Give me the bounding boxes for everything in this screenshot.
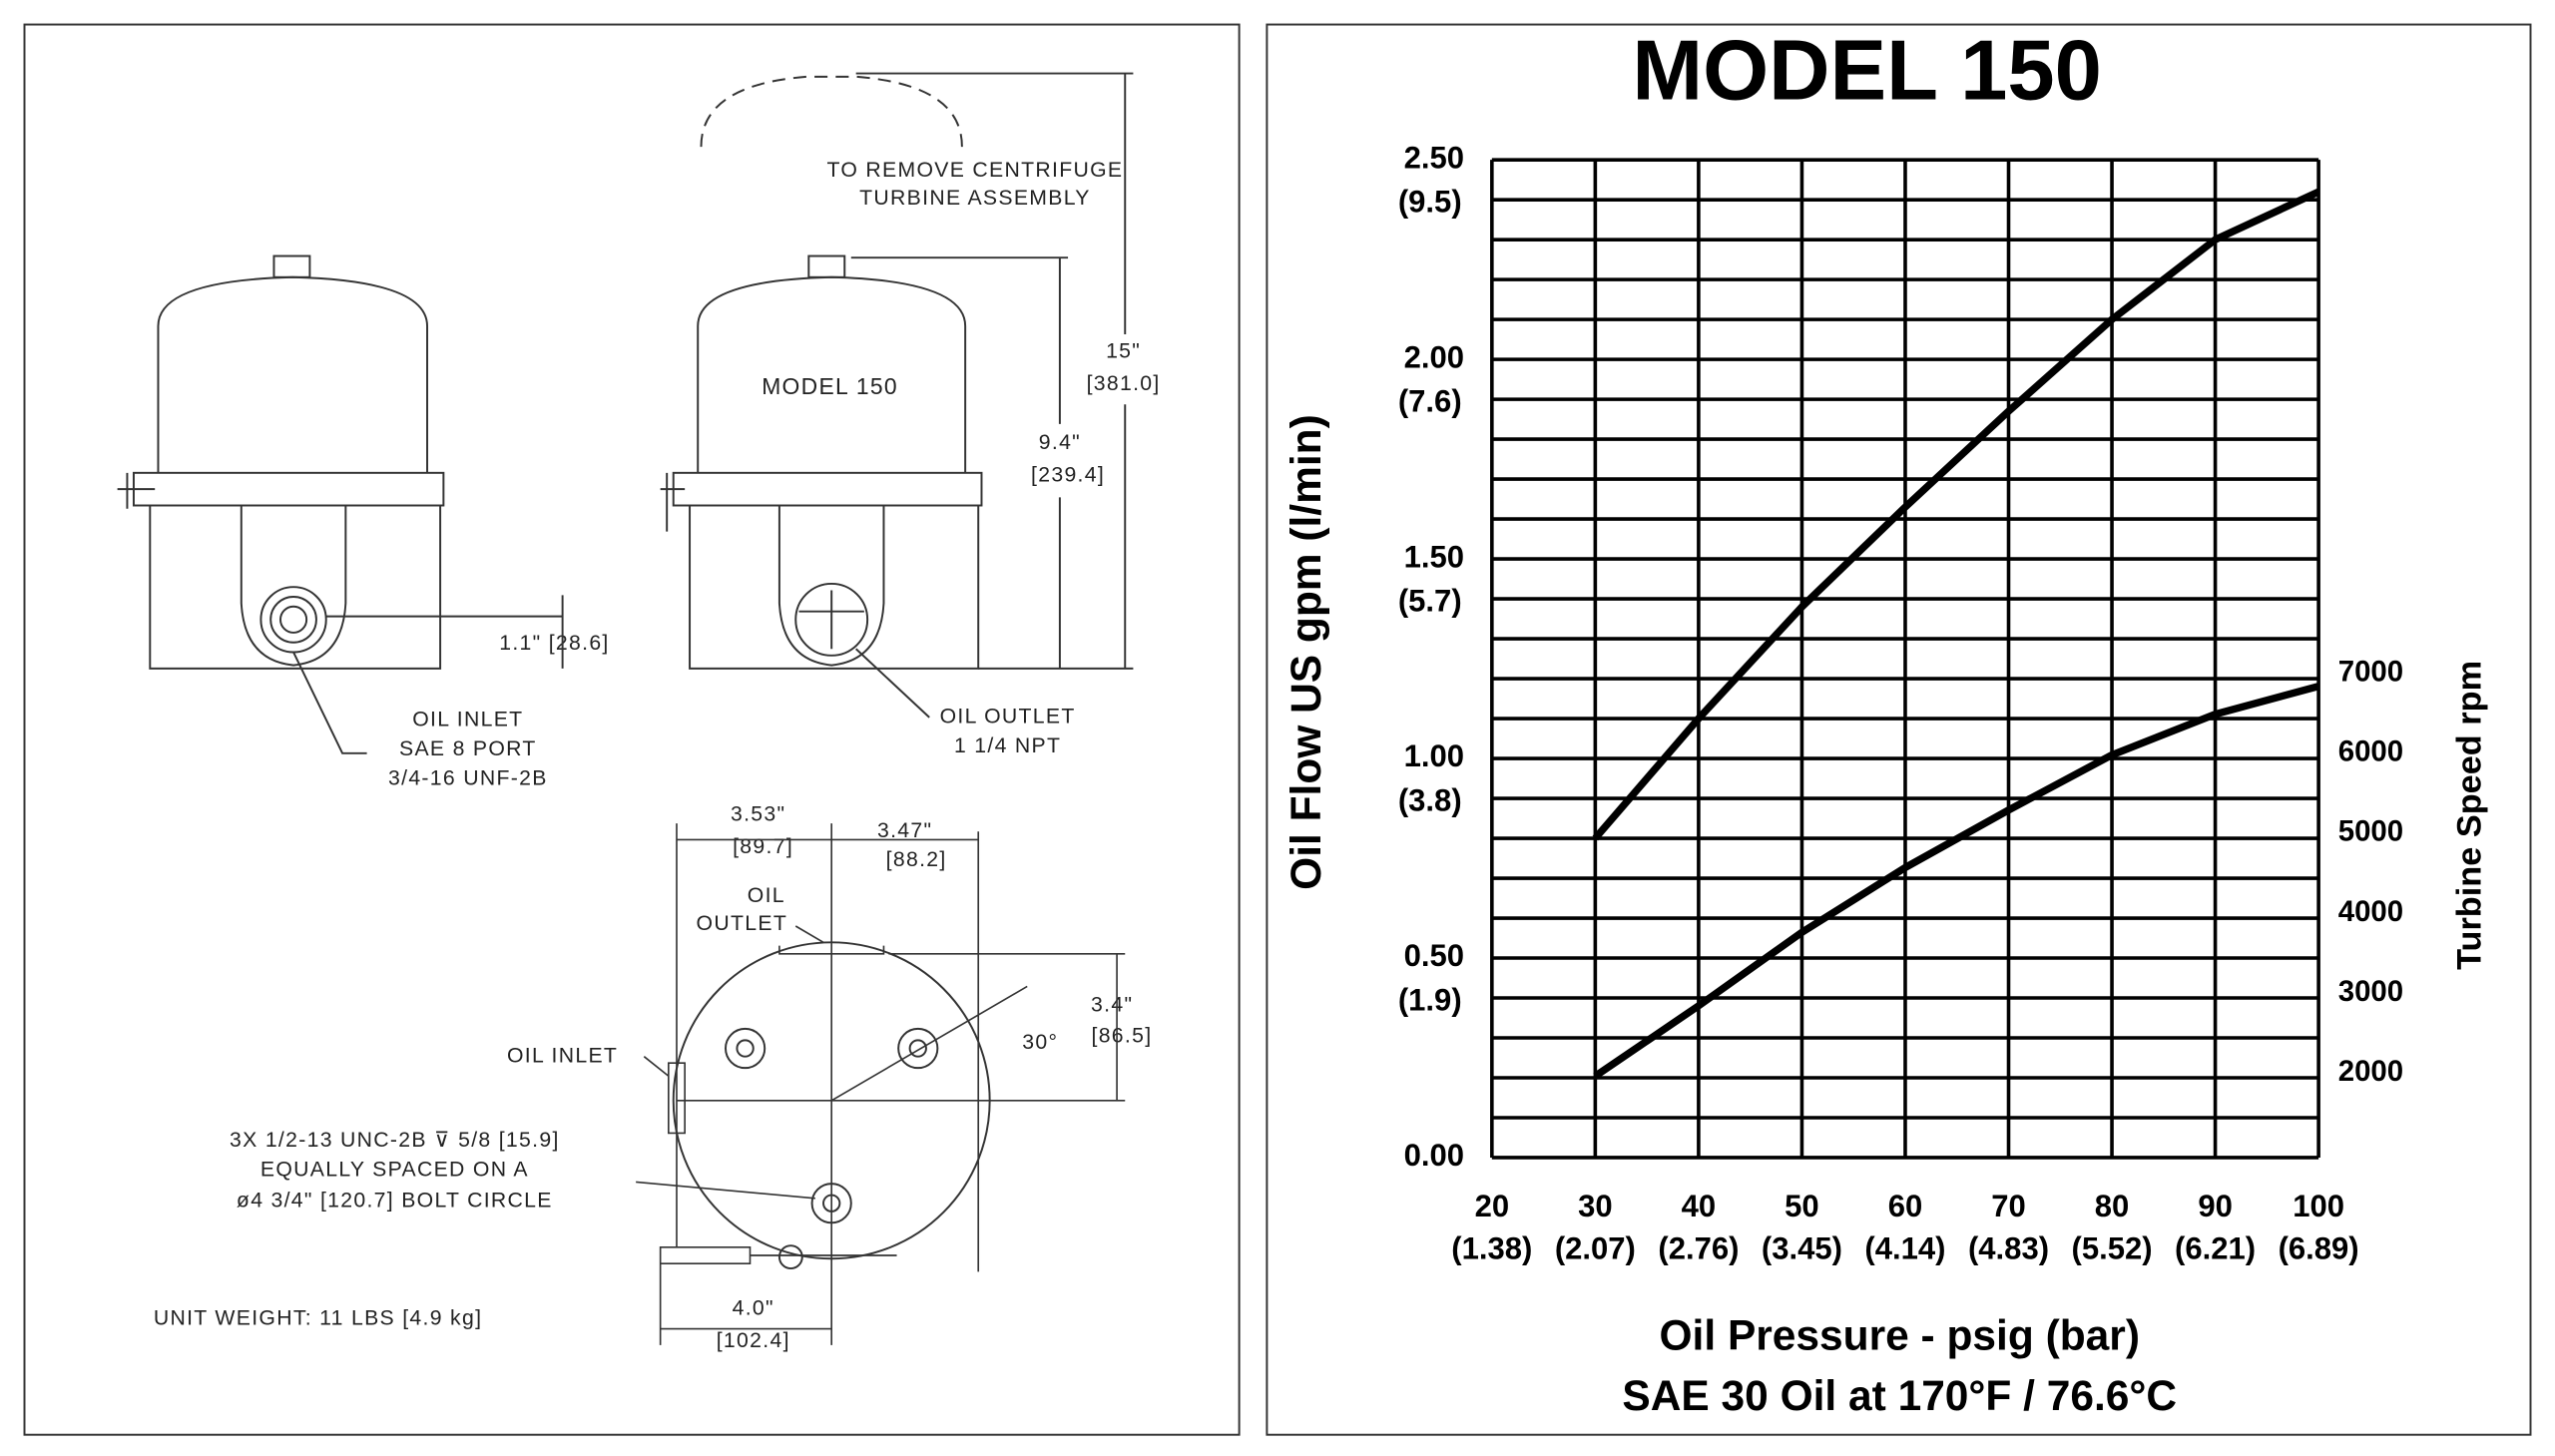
bolt-hole-inner bbox=[908, 1039, 927, 1058]
data-line bbox=[1592, 188, 2320, 841]
drawing-label: 3/4-16 UNF-2B bbox=[388, 767, 548, 790]
x-tick-sublabel: (2.76) bbox=[1658, 1230, 1739, 1265]
x-tick-sublabel: (3.45) bbox=[1762, 1230, 1842, 1265]
clamp-band bbox=[132, 471, 445, 507]
clamp-band bbox=[672, 471, 983, 507]
x-axis-title: Oil Pressure - psig (bar) bbox=[1660, 1312, 2140, 1359]
y-tick-sublabel: (7.6) bbox=[1398, 383, 1462, 418]
drawing-label: 30° bbox=[1022, 1031, 1058, 1054]
x-tick-label: 40 bbox=[1682, 1189, 1717, 1223]
y2-axis-title: Turbine Speed rpm bbox=[2451, 661, 2489, 970]
x-tick-sublabel: (5.52) bbox=[2072, 1230, 2153, 1265]
y2-tick-label: 6000 bbox=[2338, 735, 2403, 768]
y-tick-sublabel: (3.8) bbox=[1398, 782, 1462, 817]
inlet-port bbox=[279, 605, 308, 634]
drawing-label: 3.47" bbox=[877, 819, 932, 842]
housing-base bbox=[689, 505, 980, 670]
drawing-label: [89.7] bbox=[733, 835, 793, 858]
drawing-label: TURBINE ASSEMBLY bbox=[859, 187, 1091, 210]
drawing-label: 3.4" bbox=[1091, 994, 1133, 1017]
drawing-label: OIL INLET bbox=[412, 709, 523, 731]
drawing-panel bbox=[23, 23, 1241, 1436]
drawing-label: 15" bbox=[1106, 340, 1141, 363]
x-tick-sublabel: (4.83) bbox=[1968, 1230, 2049, 1265]
drawing-label: 1.1" [28.6] bbox=[499, 632, 609, 655]
y2-tick-label: 4000 bbox=[2338, 895, 2403, 928]
drawing-label: ø4 3/4" [120.7] BOLT CIRCLE bbox=[237, 1190, 553, 1213]
cap-nut bbox=[807, 254, 846, 278]
y2-tick-label: 7000 bbox=[2338, 656, 2403, 689]
y-tick-label: 0.50 bbox=[1404, 938, 1464, 973]
x-tick-label: 20 bbox=[1475, 1189, 1510, 1223]
drawing-label: OIL OUTLET bbox=[940, 705, 1076, 728]
y-tick-sublabel: (1.9) bbox=[1398, 982, 1462, 1017]
drawing-label: UNIT WEIGHT: 11 LBS [4.9 kg] bbox=[154, 1306, 482, 1329]
bolt-hole bbox=[897, 1027, 939, 1070]
drawing-label: [381.0] bbox=[1087, 372, 1161, 395]
housing-dome bbox=[157, 275, 429, 473]
x-tick-label: 90 bbox=[2198, 1189, 2233, 1223]
bottom-details bbox=[636, 823, 1126, 1345]
drawing-label: TO REMOVE CENTRIFUGE bbox=[826, 159, 1123, 182]
y-tick-label: 2.00 bbox=[1404, 339, 1464, 374]
bolt-hole-inner bbox=[736, 1039, 755, 1058]
x-tick-label: 30 bbox=[1578, 1189, 1613, 1223]
housing-base bbox=[149, 505, 442, 670]
x-tick-label: 80 bbox=[2095, 1189, 2130, 1223]
y-tick-sublabel: (5.7) bbox=[1398, 583, 1462, 618]
x-tick-sublabel: (6.21) bbox=[2175, 1230, 2256, 1265]
x-tick-label: 100 bbox=[2293, 1189, 2344, 1223]
x-tick-sublabel: (1.38) bbox=[1451, 1230, 1532, 1265]
drawing-label: SAE 8 PORT bbox=[399, 737, 537, 760]
drawing-label: [88.2] bbox=[886, 848, 947, 871]
outlet-port bbox=[794, 582, 869, 657]
drawing-label: OIL bbox=[748, 884, 785, 907]
drawing-label: MODEL 150 bbox=[762, 373, 898, 399]
x-axis-subtitle: SAE 30 Oil at 170°F / 76.6°C bbox=[1622, 1372, 2177, 1419]
x-tick-label: 60 bbox=[1888, 1189, 1923, 1223]
y2-tick-label: 5000 bbox=[2338, 815, 2403, 848]
drawing-label: [86.5] bbox=[1092, 1025, 1153, 1048]
x-tick-label: 50 bbox=[1785, 1189, 1819, 1223]
chart-title: MODEL 150 bbox=[1632, 23, 2101, 118]
drawing-label: [239.4] bbox=[1031, 464, 1105, 487]
drawing-label: 4.0" bbox=[733, 1297, 774, 1320]
y-tick-label: 2.50 bbox=[1404, 140, 1464, 175]
drawing-label: 1 1/4 NPT bbox=[954, 734, 1061, 757]
x-tick-sublabel: (4.14) bbox=[1864, 1230, 1945, 1265]
y2-tick-label: 2000 bbox=[2338, 1055, 2403, 1088]
x-tick-sublabel: (2.07) bbox=[1555, 1230, 1636, 1265]
drawing-label: OUTLET bbox=[697, 912, 788, 935]
chart-panel bbox=[1266, 23, 2532, 1436]
bolt-hole bbox=[725, 1027, 766, 1070]
drawing-label: OIL INLET bbox=[507, 1044, 618, 1067]
drawing-label: EQUALLY SPACED ON A bbox=[260, 1159, 529, 1182]
y2-tick-label: 3000 bbox=[2338, 975, 2403, 1008]
y-tick-sublabel: (9.5) bbox=[1398, 184, 1462, 219]
dimension-lines bbox=[292, 72, 1134, 754]
clamp-handle bbox=[117, 472, 686, 532]
y-tick-label: 1.50 bbox=[1404, 539, 1464, 574]
cap-nut bbox=[272, 254, 311, 278]
clamp-pin bbox=[777, 1244, 803, 1270]
y-axis-title: Oil Flow US gpm (l/min) bbox=[1282, 414, 1329, 890]
y-tick-label: 0.00 bbox=[1404, 1138, 1464, 1173]
drawing-label: [102.4] bbox=[717, 1329, 790, 1352]
data-line bbox=[1593, 683, 2320, 1080]
x-tick-label: 70 bbox=[1991, 1189, 2026, 1223]
base-pocket bbox=[240, 505, 347, 667]
drawing-label: 9.4" bbox=[1039, 431, 1081, 454]
drawing-label: 3X 1/2-13 UNC-2B ⊽ 5/8 [15.9] bbox=[230, 1129, 560, 1152]
y-tick-label: 1.00 bbox=[1404, 738, 1464, 773]
removal-clearance bbox=[700, 75, 963, 148]
drawing-label: 3.53" bbox=[731, 803, 785, 826]
x-tick-sublabel: (6.89) bbox=[2279, 1230, 2359, 1265]
inlet-port bbox=[269, 596, 317, 644]
base-pocket bbox=[777, 505, 885, 667]
